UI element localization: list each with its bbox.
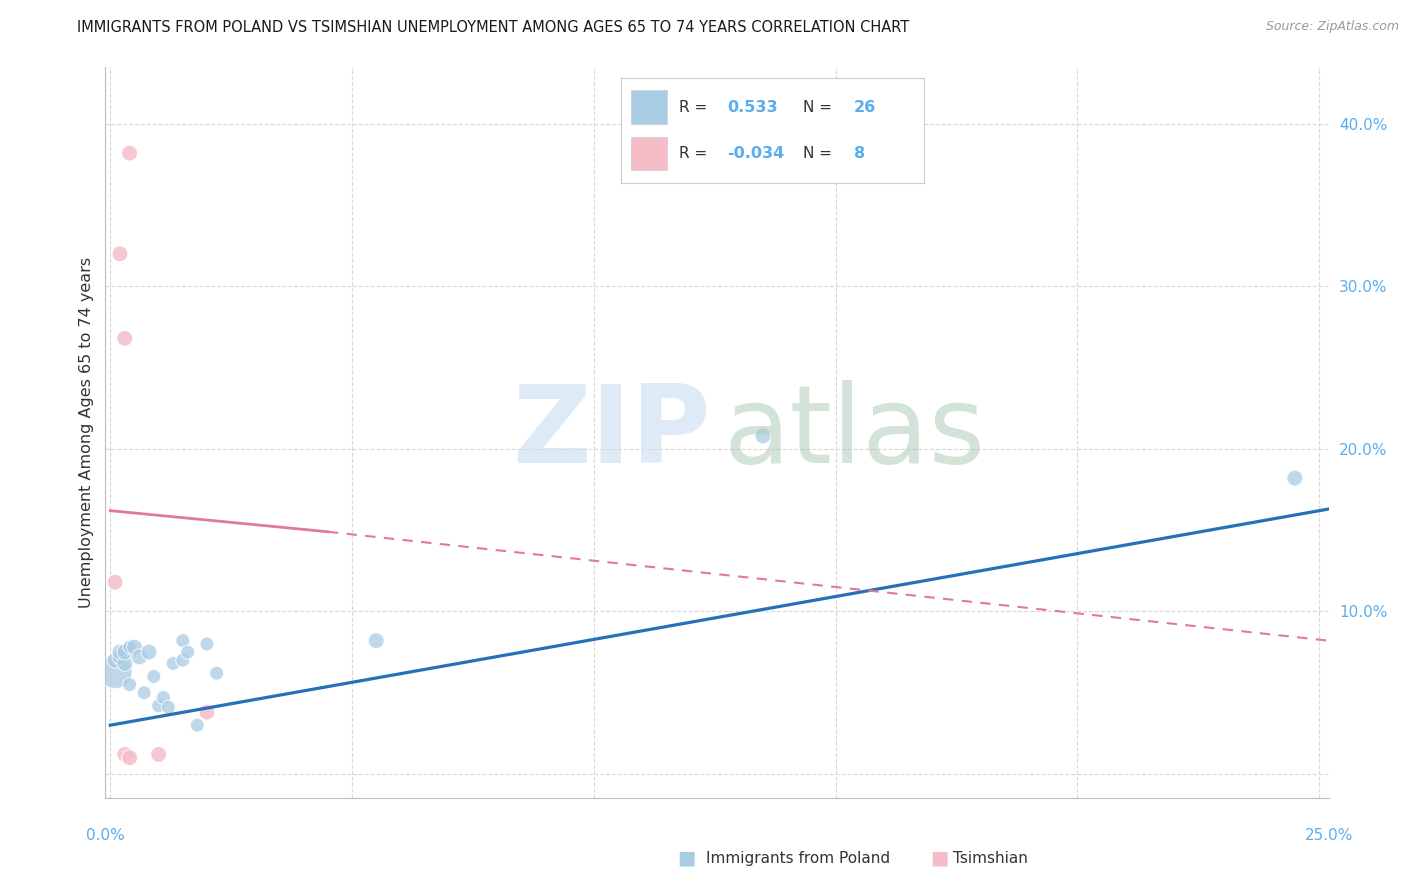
Text: atlas: atlas xyxy=(723,380,986,485)
Point xyxy=(157,700,180,714)
FancyBboxPatch shape xyxy=(630,90,666,124)
Text: Tsimshian: Tsimshian xyxy=(953,851,1028,865)
Text: Immigrants from Poland: Immigrants from Poland xyxy=(706,851,890,865)
Text: ZIP: ZIP xyxy=(512,380,711,485)
Point xyxy=(114,657,136,671)
Point xyxy=(148,698,170,713)
Point xyxy=(118,640,141,655)
Point xyxy=(205,666,228,681)
Text: Source: ZipAtlas.com: Source: ZipAtlas.com xyxy=(1265,20,1399,33)
Point xyxy=(108,649,131,664)
Point xyxy=(148,747,170,762)
Point xyxy=(186,718,208,732)
Text: 8: 8 xyxy=(855,146,865,161)
Point xyxy=(172,633,194,648)
Point xyxy=(118,677,141,691)
Point xyxy=(195,705,218,719)
Point xyxy=(118,750,141,764)
Point xyxy=(195,637,218,651)
Point xyxy=(1284,471,1306,485)
Point xyxy=(134,686,156,700)
Point xyxy=(176,645,198,659)
Text: N =: N = xyxy=(803,100,832,114)
Point xyxy=(162,657,184,671)
Text: 0.0%: 0.0% xyxy=(86,828,125,843)
Text: 26: 26 xyxy=(855,100,876,114)
Point xyxy=(752,429,775,443)
Point xyxy=(172,653,194,667)
Y-axis label: Unemployment Among Ages 65 to 74 years: Unemployment Among Ages 65 to 74 years xyxy=(79,257,94,608)
Point xyxy=(108,645,131,659)
Text: 0.533: 0.533 xyxy=(727,100,778,114)
FancyBboxPatch shape xyxy=(630,136,666,170)
Text: IMMIGRANTS FROM POLAND VS TSIMSHIAN UNEMPLOYMENT AMONG AGES 65 TO 74 YEARS CORRE: IMMIGRANTS FROM POLAND VS TSIMSHIAN UNEM… xyxy=(77,20,910,35)
Point xyxy=(104,665,127,679)
Point xyxy=(118,146,141,161)
Text: N =: N = xyxy=(803,146,832,161)
Point xyxy=(152,690,174,705)
Point xyxy=(114,331,136,345)
Text: -0.034: -0.034 xyxy=(727,146,785,161)
Point xyxy=(114,747,136,762)
Point xyxy=(108,247,131,261)
Point xyxy=(104,575,127,590)
Point xyxy=(142,669,165,683)
Point xyxy=(128,649,150,664)
Point xyxy=(366,633,388,648)
Point xyxy=(114,645,136,659)
Text: R =: R = xyxy=(679,146,707,161)
Point xyxy=(124,640,146,655)
Text: 25.0%: 25.0% xyxy=(1305,828,1353,843)
Point xyxy=(138,645,160,659)
Text: ■: ■ xyxy=(931,848,949,868)
Text: ■: ■ xyxy=(678,848,696,868)
Text: R =: R = xyxy=(679,100,707,114)
Point xyxy=(104,653,127,667)
